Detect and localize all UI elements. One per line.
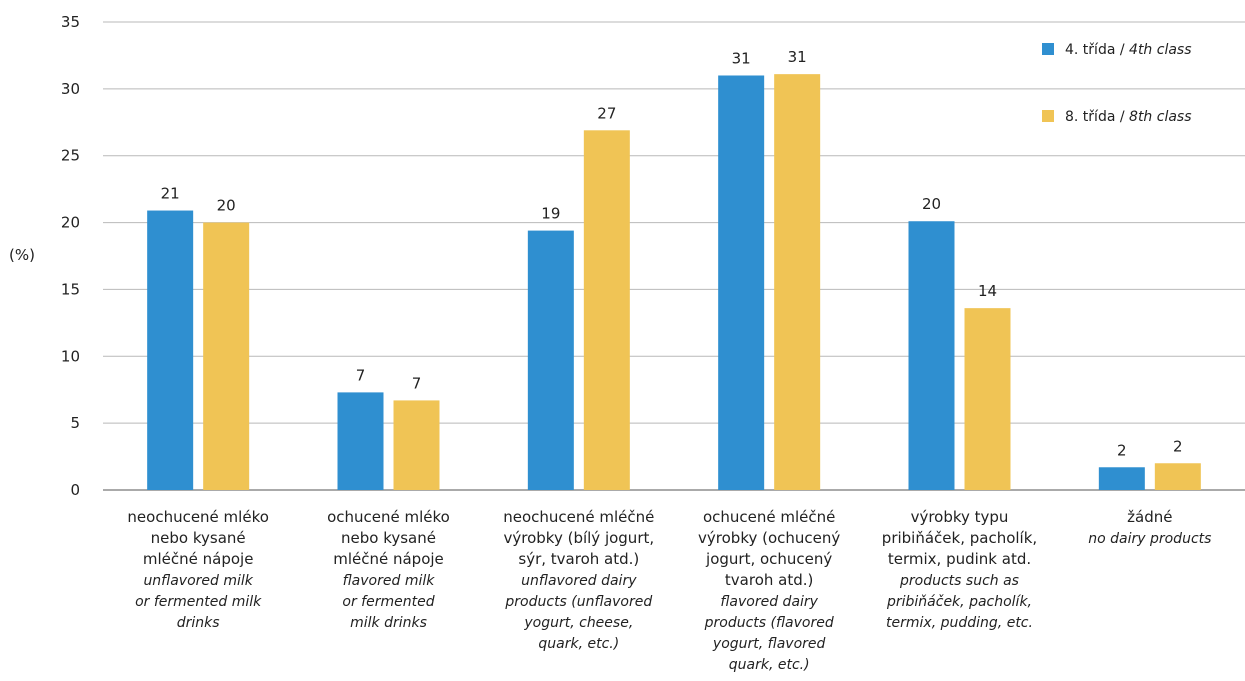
legend-swatch: [1042, 43, 1054, 55]
bar: [908, 221, 955, 490]
category-label-en: unflavored dairy: [521, 573, 637, 589]
y-tick-label: 25: [61, 147, 80, 165]
bar: [527, 230, 574, 490]
bar-value-label: 20: [217, 197, 236, 215]
category-label: výrobky (bílý jogurt,: [504, 529, 655, 547]
bar-value-label: 2: [1173, 437, 1183, 455]
legend-label: 4. třída / 4th class: [1065, 42, 1192, 58]
category-label: ochucené mléčné: [703, 508, 835, 526]
category-label-en: pribiňáček, pacholík,: [886, 594, 1032, 610]
bar: [1098, 467, 1145, 490]
category-label: pribiňáček, pacholík,: [882, 529, 1037, 547]
bar-value-label: 31: [732, 49, 751, 67]
bar: [583, 130, 630, 490]
grid-lines: [103, 21, 1245, 491]
bar-value-label: 7: [412, 374, 422, 392]
category-label-en: flavored dairy: [720, 594, 818, 610]
category-label-en: no dairy products: [1088, 531, 1211, 547]
y-tick-label: 30: [61, 80, 80, 98]
category-label-en: products (unflavored: [504, 594, 652, 610]
category-label: nebo kysané: [341, 529, 436, 547]
category-labels: neochucené mléko nebo kysané mléčné nápoje…: [127, 508, 1211, 673]
y-tick-label: 20: [61, 214, 80, 232]
bar-value-label: 2: [1117, 441, 1127, 459]
category-label: neochucené mléko: [127, 508, 269, 526]
category-label: žádné: [1127, 508, 1172, 526]
legend: 4. třída / 4th class 8. třída / 8th class: [1042, 42, 1192, 125]
category-label: jogurt, ochucený: [705, 550, 832, 568]
category-label: termix, pudink atd.: [888, 550, 1031, 568]
category-label-en: or fermented: [342, 594, 434, 610]
y-tick-label: 0: [70, 481, 80, 499]
bar: [774, 74, 821, 491]
category-label: výrobky (ochucený: [698, 529, 840, 547]
y-tick-label: 15: [61, 280, 80, 298]
category-label-en: yogurt, flavored: [712, 636, 826, 652]
bar: [964, 308, 1011, 490]
category-label: neochucené mléčné: [503, 508, 654, 526]
bar-value-label: 7: [356, 366, 366, 384]
category-label: výrobky typu: [911, 508, 1009, 526]
category-label: mléčné nápoje: [143, 550, 254, 568]
value-labels: 21 20 7 7 19 27 31 31 20 14 2 2: [161, 48, 1183, 459]
category-label-en: products such as: [899, 573, 1019, 589]
y-tick-label: 5: [70, 414, 80, 432]
bar-value-label: 31: [788, 48, 807, 66]
bar: [718, 75, 765, 490]
y-axis-ticks: 0 5 10 15 20 25 30 35: [61, 13, 80, 499]
category-label-en: flavored milk: [343, 573, 436, 589]
y-axis-label: (%): [9, 246, 35, 264]
bar-value-label: 27: [597, 104, 616, 122]
bar: [1154, 463, 1201, 490]
category-label-en: quark, etc.): [538, 636, 619, 652]
category-label: sýr, tvaroh atd.): [518, 550, 639, 568]
category-label-en: termix, pudding, etc.: [886, 615, 1033, 631]
category-label-en: quark, etc.): [729, 657, 810, 673]
bar: [147, 210, 194, 490]
category-label-en: products (flavored: [704, 615, 834, 631]
bar: [203, 222, 250, 491]
y-tick-label: 35: [61, 13, 80, 31]
category-label-en: drinks: [177, 615, 220, 631]
category-label: ochucené mléko: [327, 508, 450, 526]
category-label: mléčné nápoje: [333, 550, 444, 568]
legend-label: 8. třída / 8th class: [1065, 109, 1192, 125]
category-label-en: yogurt, cheese,: [523, 615, 633, 631]
bar-value-label: 21: [161, 185, 180, 203]
category-label-en: unflavored milk: [143, 573, 253, 589]
category-label-en: or fermented milk: [135, 594, 262, 610]
category-label: nebo kysané: [151, 529, 246, 547]
y-tick-label: 10: [61, 347, 80, 365]
category-label-en: milk drinks: [350, 615, 427, 631]
legend-swatch: [1042, 110, 1054, 122]
bar-value-label: 14: [978, 282, 997, 300]
bar-value-label: 20: [922, 195, 941, 213]
bars: [147, 74, 1201, 491]
category-label: tvaroh atd.): [725, 571, 813, 589]
bar-value-label: 19: [541, 205, 560, 223]
bar: [393, 400, 440, 490]
bar: [337, 392, 384, 490]
